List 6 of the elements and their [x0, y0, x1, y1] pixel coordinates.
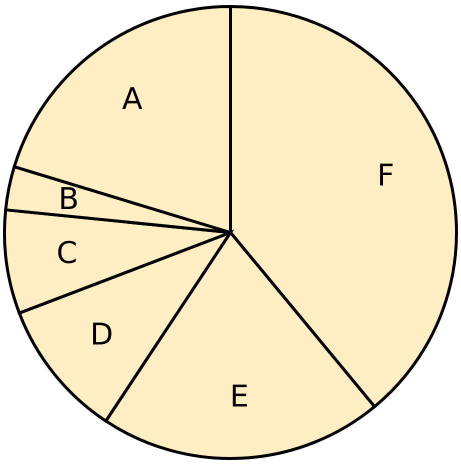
- slice-label: F: [377, 158, 394, 194]
- slice-label: B: [58, 182, 80, 218]
- slice-label: D: [90, 318, 114, 353]
- slice-label: E: [230, 379, 249, 414]
- slice-label: C: [56, 236, 78, 272]
- slice-label: A: [122, 82, 143, 117]
